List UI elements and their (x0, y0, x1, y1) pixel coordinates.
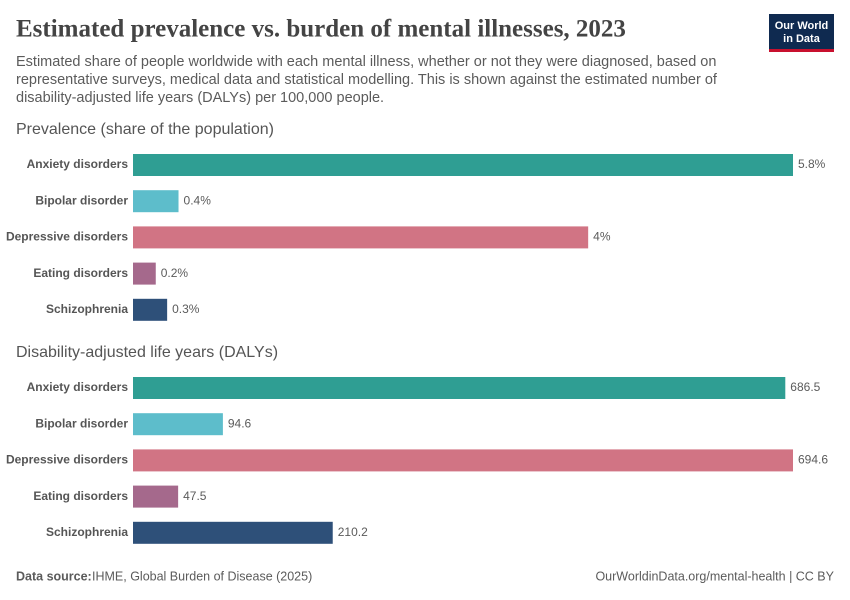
section-title: Prevalence (share of the population) (16, 121, 274, 138)
value-label: 686.5 (790, 380, 820, 394)
bar (133, 226, 589, 249)
value-label: 4% (593, 230, 611, 244)
bar (133, 485, 179, 508)
category-label: Schizophrenia (46, 525, 128, 539)
category-label: Depressive disorders (6, 453, 128, 467)
category-label: Bipolar disorder (35, 416, 128, 430)
subtitle: Estimated share of people worldwide with… (16, 54, 716, 70)
bar (133, 190, 179, 213)
category-label: Anxiety disorders (27, 380, 129, 394)
category-label: Depressive disorders (6, 230, 128, 244)
value-label: 0.4% (184, 193, 212, 207)
url[interactable]: OurWorldinData.org/mental-health | CC BY (595, 569, 834, 583)
bar (133, 377, 786, 399)
logo-text: in Data (783, 33, 821, 45)
subtitle: disability-adjusted life years (DALYs) p… (16, 90, 384, 106)
value-label: 94.6 (228, 416, 252, 430)
source: IHME, Global Burden of Disease (2025) (92, 569, 312, 583)
category-label: Eating disorders (33, 266, 128, 280)
category-label: Schizophrenia (46, 302, 128, 316)
category-label: Bipolar disorder (35, 193, 128, 207)
value-label: 694.6 (798, 453, 828, 467)
value-label: 47.5 (183, 489, 207, 503)
category-label: Eating disorders (33, 489, 128, 503)
logo-box (769, 14, 834, 52)
logo[interactable]: Our World in Data (769, 14, 834, 52)
bar (133, 298, 168, 321)
bar (133, 154, 793, 176)
bar (133, 449, 793, 472)
value-label: 5.8% (798, 157, 826, 171)
title: Estimated prevalence vs. burden of menta… (16, 16, 626, 43)
value-label: 0.3% (172, 302, 200, 316)
subtitle: representative surveys, medical data and… (16, 72, 718, 88)
section-title: Disability-adjusted life years (DALYs) (16, 344, 278, 361)
value-label: 0.2% (161, 266, 189, 280)
bar (133, 262, 156, 285)
source-label: Data source: (16, 569, 92, 583)
category-label: Anxiety disorders (27, 157, 129, 171)
value-label: 210.2 (338, 525, 368, 539)
logo-bar (769, 49, 834, 52)
bar (133, 521, 333, 544)
logo-text: Our World (775, 20, 829, 32)
bar (133, 413, 223, 436)
